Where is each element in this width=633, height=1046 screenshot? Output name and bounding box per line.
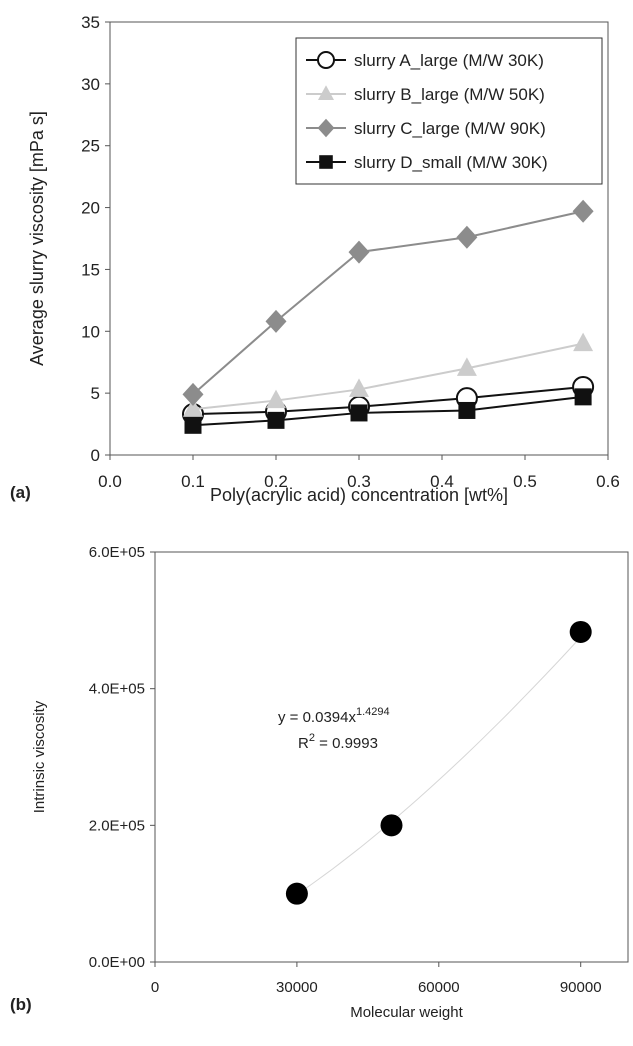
data-point (348, 240, 370, 264)
trendline-r-squared: R2 = 0.9993 (298, 732, 378, 752)
data-point (380, 814, 403, 837)
data-point (267, 411, 285, 429)
series-line (192, 385, 584, 416)
legend-label: slurry B_large (M/W 50K) (354, 85, 545, 104)
panel-label-b: (b) (10, 995, 32, 1014)
series-line (192, 210, 584, 396)
y-tick-label-a: 5 (91, 384, 100, 403)
x-tick-label-b: 30000 (276, 979, 318, 996)
y-tick-label-b: 2.0E+05 (89, 817, 145, 834)
series-1 (183, 332, 594, 417)
x-axis-label-a: Poly(acrylic acid) concentration [wt%] (210, 485, 508, 505)
x-tick-label-b: 60000 (418, 979, 460, 996)
y-tick-label-a: 0 (91, 446, 100, 465)
x-tick-label-a: 0.2 (264, 472, 288, 491)
y-tick-label-a: 10 (81, 322, 100, 341)
data-point (266, 389, 286, 409)
y-tick-label-b: 6.0E+05 (89, 544, 145, 561)
legend-label: slurry C_large (M/W 90K) (354, 119, 546, 138)
y-axis-label-a: Average slurry viscosity [mPa s] (27, 111, 47, 366)
series-b (285, 620, 592, 905)
x-tick-label-a: 0.1 (181, 472, 205, 491)
data-point (265, 309, 287, 333)
data-point (458, 401, 476, 419)
legend-item-0: slurry A_large (M/W 30K) (306, 51, 544, 70)
trendline (296, 636, 582, 895)
data-point (569, 620, 592, 643)
data-point (573, 332, 594, 352)
chart-b: 0.0E+00 2.0E+05 4.0E+05 6.0E+05 0 30000 60000 9… (10, 544, 629, 1021)
panel-label-a: (a) (10, 483, 31, 502)
x-tick-label-a: 0.3 (347, 472, 371, 491)
y-tick-label-b: 4.0E+05 (89, 681, 145, 698)
legend-a: slurry A_large (M/W 30K) slurry B_large (… (295, 37, 603, 185)
x-tick-label-a: 0.0 (98, 472, 122, 491)
y-tick-label-a: 15 (81, 260, 100, 279)
legend-label: slurry D_small (M/W 30K) (354, 153, 548, 172)
legend-marker (317, 51, 335, 69)
data-point (184, 416, 202, 434)
y-tick-label-b: 0.0E+00 (89, 954, 145, 971)
x-tick-label-b: 0 (151, 979, 159, 996)
data-point (349, 378, 369, 397)
chart-a: 0 5 10 15 20 25 30 35 0.0 0.1 0.2 0.3 0.4 0.5 0.6 (a) Po… (10, 13, 620, 505)
data-point (572, 199, 594, 223)
data-point (183, 398, 203, 417)
x-tick-label-a: 0.5 (513, 472, 537, 491)
x-tick-label-a: 0.6 (596, 472, 620, 491)
x-axis-label-b: Molecular weight (350, 1004, 463, 1021)
data-point (456, 357, 477, 376)
y-tick-label-a: 30 (81, 75, 100, 94)
legend-marker (318, 85, 334, 100)
data-point (456, 225, 478, 249)
data-point (182, 382, 204, 406)
y-tick-label-a: 25 (81, 137, 100, 156)
x-tick-label-b: 90000 (560, 979, 602, 996)
legend-item-2: slurry C_large (M/W 90K) (306, 118, 546, 138)
y-axis-label-b: Intrinsic viscosity (31, 700, 48, 813)
data-point (350, 404, 368, 422)
plot-area-b (154, 551, 629, 963)
legend-item-3: slurry D_small (M/W 30K) (306, 153, 548, 172)
y-tick-label-a: 35 (81, 13, 100, 32)
legend-marker (317, 118, 335, 138)
series-line (192, 395, 584, 427)
legend-box (295, 37, 603, 185)
legend-label: slurry A_large (M/W 30K) (354, 51, 544, 70)
legend-marker (319, 155, 333, 169)
y-tick-label-a: 20 (81, 199, 100, 218)
legend-item-1: slurry B_large (M/W 50K) (306, 85, 545, 104)
data-point (574, 388, 592, 406)
data-point (285, 882, 308, 905)
series-2 (182, 199, 594, 406)
series-line (192, 342, 584, 411)
series-3 (184, 388, 592, 434)
trendline-equation: y = 0.0394x1.4294 (278, 706, 390, 726)
x-tick-label-a: 0.4 (430, 472, 454, 491)
